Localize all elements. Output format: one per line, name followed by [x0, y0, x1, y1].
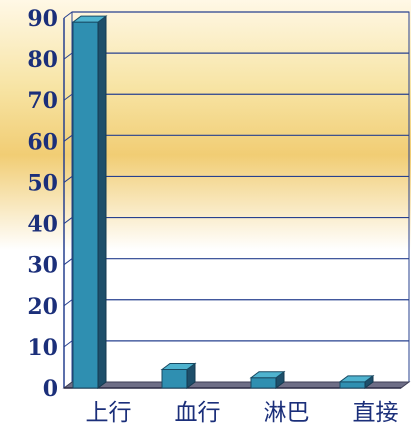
y-tick-label: 10: [27, 335, 58, 361]
x-tick-label: 血行: [175, 400, 221, 426]
y-tick-label: 80: [27, 47, 58, 73]
gridline-depth: [63, 299, 73, 307]
gridline-depth: [63, 93, 73, 101]
x-tick-label: 直接: [353, 400, 399, 426]
gridline-depth: [63, 52, 73, 60]
gridline-depth: [63, 217, 73, 224]
background-panel: [0, 0, 411, 250]
y-tick-label: 50: [27, 170, 58, 196]
bar: [161, 369, 188, 389]
x-tick-label: 淋巴: [264, 400, 310, 426]
y-tick-label: 40: [27, 212, 58, 238]
bar-top: [160, 363, 197, 370]
gridline-depth: [63, 11, 73, 19]
y-tick-label: 70: [27, 88, 58, 114]
y-tick-label: 20: [27, 294, 58, 320]
bar-top: [338, 375, 375, 383]
plot-back-wall: [71, 11, 410, 383]
y-tick-label: 30: [27, 253, 58, 279]
y-tick-label: 90: [27, 6, 58, 32]
y-tick-label: 0: [43, 376, 58, 402]
bar: [250, 377, 277, 389]
gridline-depth: [63, 134, 73, 142]
gridline-depth: [63, 176, 73, 183]
gridline-depth: [63, 340, 73, 348]
bar-top: [71, 15, 108, 23]
bar-side: [97, 15, 107, 389]
x-tick-label: 上行: [86, 400, 132, 426]
gridline-depth: [63, 258, 73, 266]
bar-top: [249, 371, 286, 379]
bar: [339, 381, 366, 389]
y-tick-label: 60: [27, 129, 58, 155]
bar: [72, 21, 99, 389]
